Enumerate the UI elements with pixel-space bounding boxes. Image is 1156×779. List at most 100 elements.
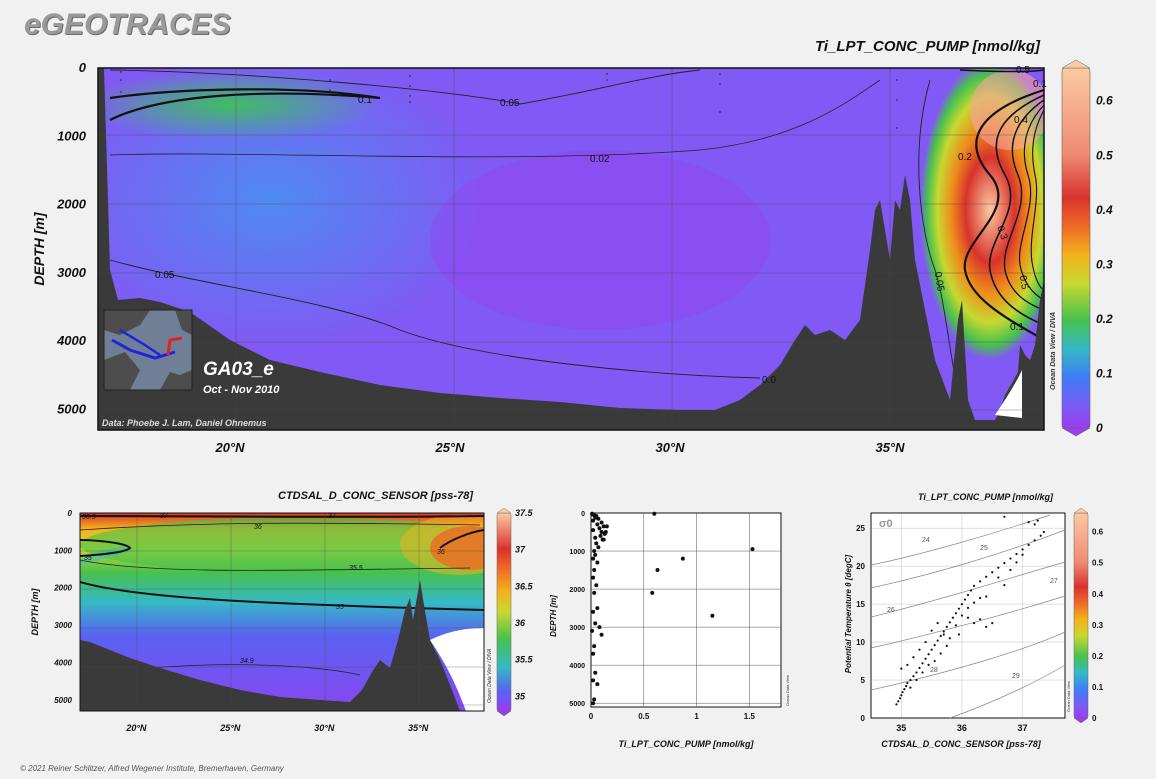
data-point	[595, 522, 600, 527]
contour-label: 0.02	[590, 154, 610, 165]
contour-label: 0.2	[958, 152, 972, 163]
scatter1-x-axis-label: Ti_LPT_CONC_PUMP [nmol/kg]	[618, 739, 754, 749]
data-point	[969, 589, 973, 592]
sal-contour-label: 35	[84, 555, 92, 562]
data-point	[900, 667, 903, 670]
main-plot-title: Ti_LPT_CONC_PUMP [nmol/kg]	[814, 38, 1040, 55]
data-point	[927, 663, 930, 666]
colorbar-tick-label: 0.4	[1092, 590, 1104, 599]
sal-contour-label: 36.5	[82, 514, 96, 521]
data-point	[897, 700, 900, 703]
data-point	[972, 601, 976, 604]
egeotraces-logo: eGEOTRACES	[24, 8, 231, 41]
data-point	[936, 639, 939, 642]
data-point	[915, 678, 918, 682]
data-point	[597, 526, 602, 531]
y-tick-label: 25	[856, 524, 865, 533]
data-point	[1033, 539, 1036, 542]
data-point	[592, 568, 597, 573]
data-point	[592, 549, 597, 554]
data-point	[1027, 521, 1030, 524]
data-point	[591, 651, 596, 656]
data-point	[680, 556, 685, 561]
data-point	[601, 524, 606, 529]
data-point	[930, 629, 933, 632]
data-point	[921, 671, 924, 674]
x-tick-label: 25°N	[434, 440, 465, 455]
data-point	[997, 566, 1000, 569]
data-point	[909, 678, 912, 682]
data-point	[985, 595, 988, 598]
contour-label: 0.4	[1014, 115, 1028, 126]
y-tick-label: 2000	[569, 587, 585, 594]
x-tick-label: 1	[694, 712, 699, 721]
x-tick-label: 0.5	[638, 712, 650, 721]
data-point	[979, 580, 982, 583]
sal-contour-label: 35	[336, 604, 344, 611]
main-seafloor	[98, 68, 1044, 430]
sal-contour-label: 37	[328, 513, 337, 520]
x-tick-label: 35	[896, 723, 906, 733]
data-point	[972, 584, 976, 587]
y-tick-label: 0	[79, 60, 87, 75]
y-tick-label: 0	[581, 511, 585, 518]
data-point	[966, 616, 970, 619]
colorbar-tick-label: 0	[1092, 714, 1097, 723]
data-point	[936, 621, 939, 625]
contour-label: 0.05	[932, 271, 946, 293]
data-point	[948, 637, 951, 640]
x-tick-label: 30°N	[655, 440, 685, 455]
y-tick-label: 2000	[56, 197, 87, 212]
density-label: σ0	[879, 518, 893, 530]
data-point	[710, 613, 715, 618]
main-colorbar	[1061, 67, 1091, 429]
data-point	[592, 697, 597, 702]
y-tick-label: 4000	[53, 658, 72, 667]
data-point	[1003, 584, 1006, 587]
x-tick-label: 20°N	[214, 440, 245, 455]
data-point	[652, 511, 657, 516]
data-point	[591, 575, 596, 580]
inset-map	[103, 309, 193, 391]
y-tick-label: 15	[856, 600, 865, 609]
data-point	[942, 630, 945, 633]
data-point	[1015, 561, 1018, 564]
colorbar-tick-label: 0.2	[1092, 652, 1104, 661]
y-tick-label: 1000	[569, 549, 585, 556]
x-tick-label: 30°N	[314, 723, 335, 733]
isopycnal-28	[870, 631, 1066, 691]
x-tick-label: 35°N	[408, 723, 429, 733]
data-point	[1021, 553, 1024, 556]
data-point	[591, 609, 596, 614]
y-tick-label: 4000	[569, 663, 585, 670]
data-point	[957, 607, 961, 610]
data-point	[591, 528, 596, 533]
salinity-section-plot: 36.5 37 37 36 35 36 35.5 35 34.9 DEPTH […	[30, 507, 534, 733]
data-point	[599, 530, 604, 535]
contour-label: 0.05	[500, 98, 520, 109]
ts-plot-title: Ti_LPT_CONC_PUMP [nmol/kg]	[918, 492, 1054, 502]
isopycnal-label: 29	[1012, 673, 1020, 680]
data-point	[903, 688, 906, 691]
data-point	[909, 686, 912, 689]
y-tick-label: 4000	[56, 333, 87, 348]
ts-x-axis-label: CTDSAL_D_CONC_SENSOR [pss-78]	[881, 739, 1042, 749]
ti-depth-scatter: 0 1000 2000 3000 4000 5000 0 0.5 1 1.5 DEPTH [m]…	[549, 511, 790, 749]
contour-label: 0.5	[1016, 65, 1030, 76]
y-tick-label: 1000	[54, 546, 72, 555]
salinity-plot-title: CTDSAL_D_CONC_SENSOR [pss-78]	[278, 490, 473, 502]
data-point	[604, 524, 609, 529]
data-point	[595, 606, 600, 611]
data-point	[945, 625, 948, 628]
colorbar-tick-label: 36.5	[515, 581, 534, 591]
data-point	[939, 652, 942, 655]
data-point	[912, 675, 915, 678]
salinity-colorbar-label: Ocean Data View / DIVA	[487, 648, 493, 703]
data-point	[933, 644, 936, 647]
data-point	[1015, 552, 1018, 556]
colorbar-tick-label: 0.2	[1096, 312, 1113, 326]
data-point	[593, 552, 598, 557]
data-point	[599, 632, 604, 637]
data-point	[912, 656, 915, 659]
